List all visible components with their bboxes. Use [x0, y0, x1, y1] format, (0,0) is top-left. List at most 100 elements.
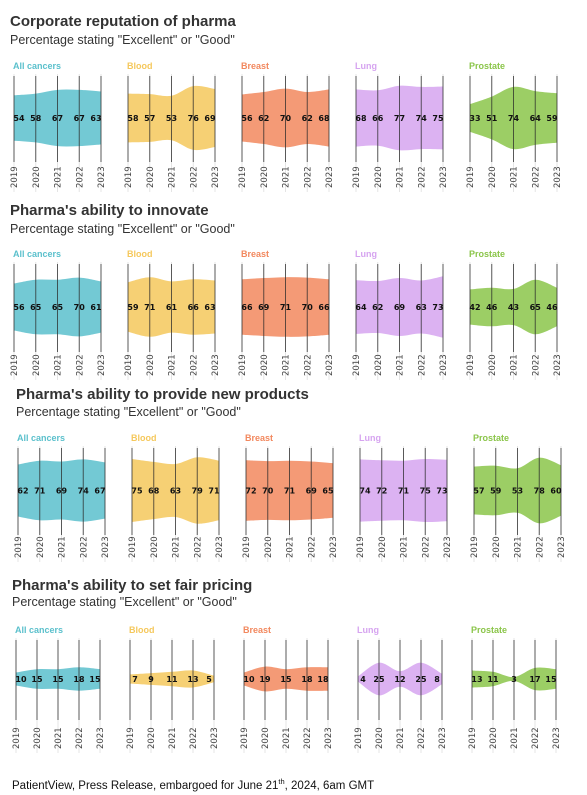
data-label: 60 — [550, 487, 562, 496]
tick-label: 2020 — [260, 354, 270, 376]
data-label: 77 — [394, 114, 405, 123]
data-label: 69 — [394, 303, 406, 312]
tick-label: 2022 — [75, 727, 85, 749]
data-label: 69 — [204, 114, 216, 123]
data-label: 63 — [170, 487, 181, 496]
data-label: 10 — [243, 675, 255, 684]
data-label: 57 — [473, 487, 484, 496]
data-label: 65 — [322, 487, 334, 496]
data-label: 74 — [359, 487, 371, 496]
section-title: Pharma's ability to innovate — [10, 202, 209, 219]
tick-label: 2022 — [303, 166, 313, 188]
data-label: 63 — [90, 114, 101, 123]
tick-label: 2019 — [10, 166, 20, 188]
data-label: 69 — [258, 303, 270, 312]
tick-label: 2020 — [375, 727, 385, 749]
tick-label: 2023 — [210, 727, 220, 749]
tick-label: 2021 — [396, 354, 406, 376]
tick-label: 2023 — [438, 727, 448, 749]
tick-label: 2022 — [417, 727, 427, 749]
data-label: 62 — [372, 303, 383, 312]
tick-label: 2021 — [510, 354, 520, 376]
data-label: 72 — [376, 487, 387, 496]
tick-label: 2020 — [489, 727, 499, 749]
data-label: 18 — [73, 675, 85, 684]
section-title: Pharma's ability to provide new products — [16, 386, 309, 403]
data-label: 59 — [546, 114, 558, 123]
data-label: 59 — [127, 303, 139, 312]
tick-label: 2020 — [146, 166, 156, 188]
tick-label: 2019 — [352, 166, 362, 188]
tick-label: 2019 — [124, 166, 134, 188]
data-label: 71 — [34, 487, 46, 496]
tick-label: 2023 — [329, 536, 339, 558]
tick-label: 2021 — [168, 727, 178, 749]
tick-label: 2020 — [488, 166, 498, 188]
data-label: 67 — [52, 114, 63, 123]
data-label: 65 — [52, 303, 64, 312]
tick-label: 2023 — [325, 166, 335, 188]
panel-breast: Breast 56 62 70 62 68 2019 2020 2021 2022 2023 — [238, 61, 335, 192]
data-label: 12 — [394, 675, 405, 684]
data-label: 74 — [416, 114, 428, 123]
data-label: 64 — [355, 303, 367, 312]
data-label: 71 — [398, 487, 410, 496]
data-label: 9 — [148, 675, 154, 684]
tick-label: 2020 — [33, 727, 43, 749]
data-label: 78 — [534, 487, 546, 496]
data-label: 71 — [284, 487, 296, 496]
chart-section-1: Corporate reputation of pharma Percentage… — [10, 13, 563, 192]
data-label: 11 — [487, 675, 499, 684]
tick-label: 2022 — [75, 354, 85, 376]
tick-label: 2020 — [260, 166, 270, 188]
tick-label: 2023 — [324, 727, 334, 749]
data-label: 71 — [208, 487, 220, 496]
data-label: 7 — [132, 675, 138, 684]
data-label: 51 — [486, 114, 498, 123]
data-label: 62 — [258, 114, 269, 123]
data-label: 79 — [192, 487, 204, 496]
data-label: 63 — [416, 303, 427, 312]
data-label: 66 — [241, 303, 253, 312]
tick-label: 2019 — [238, 166, 248, 188]
tick-label: 2022 — [531, 166, 541, 188]
tick-label: 2020 — [378, 536, 388, 558]
panel-prostate: Prostate 42 46 43 65 46 2019 2020 2021 2022 2023 — [466, 249, 563, 380]
tick-label: 2021 — [396, 166, 406, 188]
data-label: 76 — [188, 114, 200, 123]
data-label: 75 — [420, 487, 432, 496]
tick-label: 2022 — [189, 166, 199, 188]
tick-label: 2019 — [240, 727, 250, 749]
tick-label: 2020 — [36, 536, 46, 558]
data-label: 5 — [206, 675, 212, 684]
tick-label: 2019 — [128, 536, 138, 558]
tick-label: 2020 — [147, 727, 157, 749]
tick-label: 2023 — [96, 727, 106, 749]
footer-credit: PatientView, Press Release, embargoed fo… — [12, 777, 374, 792]
category-label: Lung — [357, 625, 379, 635]
data-label: 62 — [17, 487, 28, 496]
data-label: 71 — [144, 303, 156, 312]
tick-label: 2020 — [374, 166, 384, 188]
panel-lung: Lung 74 72 71 75 73 2019 2020 2021 2022 2023 — [356, 433, 453, 562]
tick-label: 2023 — [443, 536, 453, 558]
category-label: Breast — [243, 625, 271, 635]
tick-label: 2020 — [32, 354, 42, 376]
data-label: 56 — [13, 303, 25, 312]
category-label: Blood — [127, 61, 153, 71]
tick-label: 2021 — [54, 727, 64, 749]
data-label: 25 — [415, 675, 427, 684]
tick-label: 2020 — [374, 354, 384, 376]
data-label: 15 — [280, 675, 292, 684]
data-label: 66 — [372, 114, 384, 123]
panel-blood: Blood 7 9 11 13 5 2019 2020 2021 2022 2023 — [126, 625, 220, 753]
data-label: 13 — [471, 675, 482, 684]
tick-label: 2023 — [557, 536, 567, 558]
data-label: 69 — [306, 487, 318, 496]
category-label: Prostate — [469, 249, 505, 259]
chart-section-2: Pharma's ability to innovate Percentage s… — [10, 202, 563, 380]
category-label: Prostate — [471, 625, 507, 635]
category-label: All cancers — [13, 249, 61, 259]
data-label: 17 — [529, 675, 540, 684]
